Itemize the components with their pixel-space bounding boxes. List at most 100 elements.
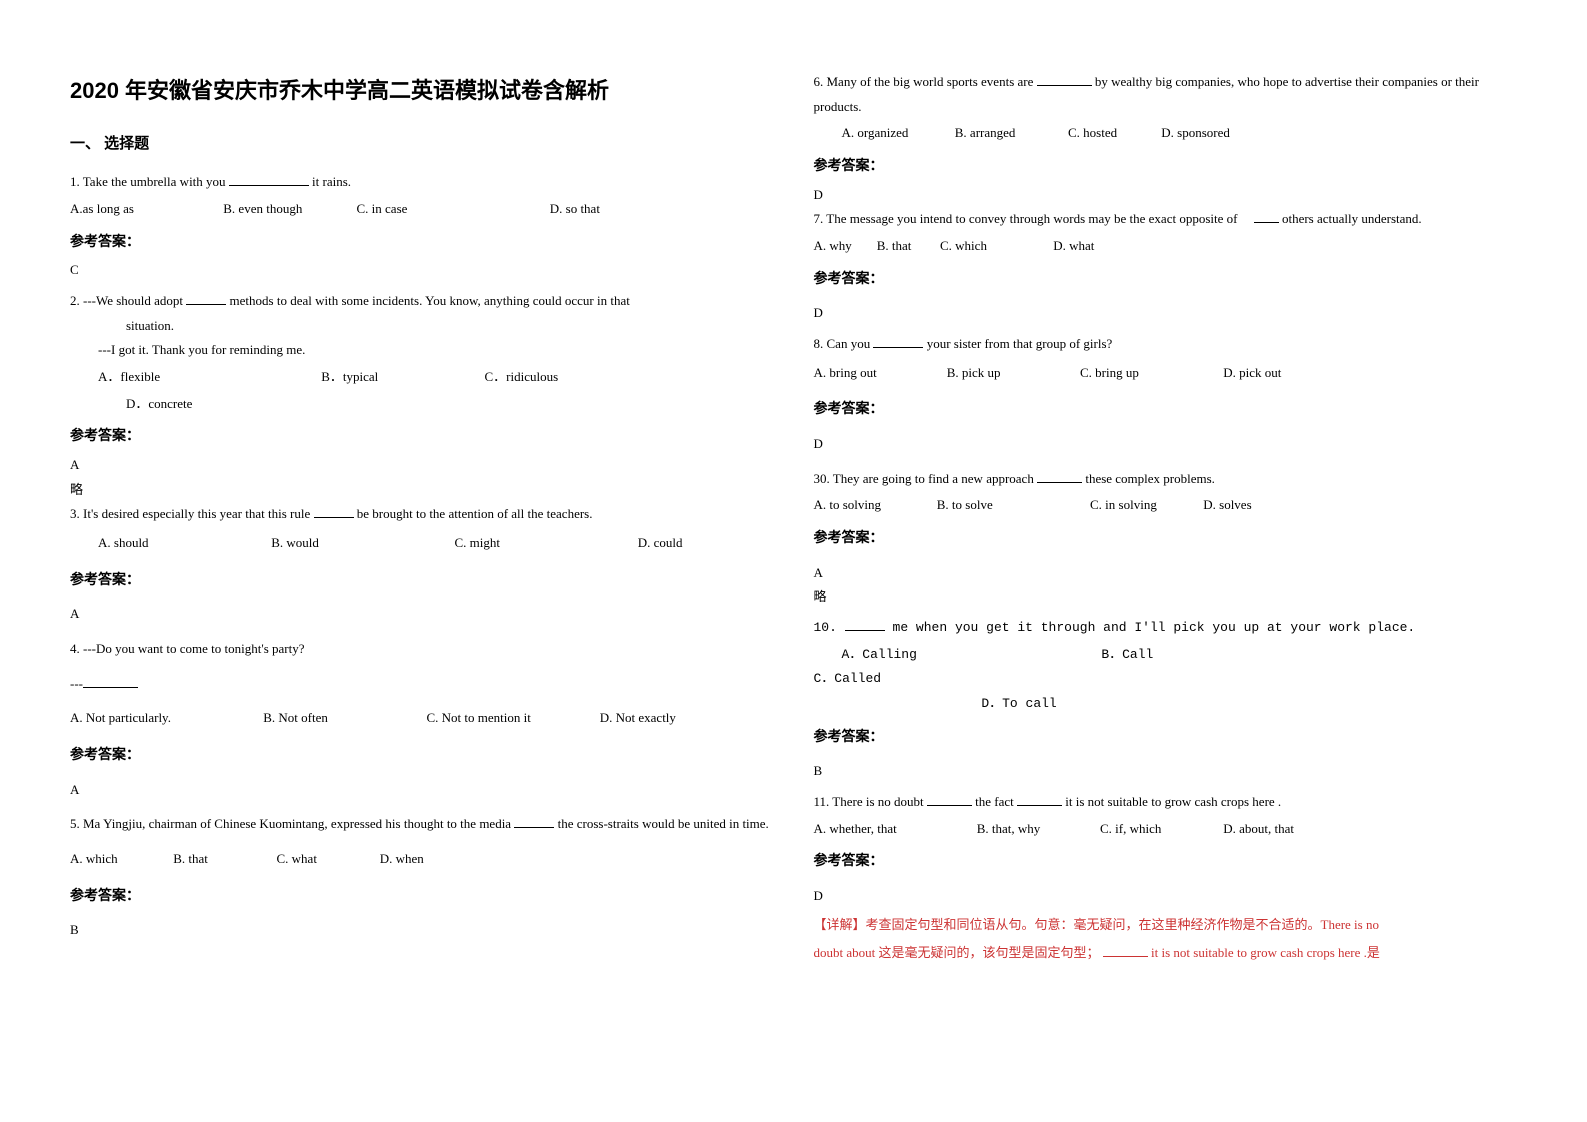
q10-opt-a: A．Calling bbox=[814, 643, 1094, 668]
q7-answer: D bbox=[814, 301, 1518, 326]
q4-opt-c: C. Not to mention it bbox=[427, 706, 597, 731]
q11-opt-d: D. about, that bbox=[1223, 817, 1294, 842]
q7-opt-d: D. what bbox=[1053, 234, 1094, 259]
blank bbox=[186, 293, 226, 305]
q4-opt-a: A. Not particularly. bbox=[70, 706, 260, 731]
q1-opt-c: C. in case bbox=[357, 197, 547, 222]
q6-opt-b: B. arranged bbox=[955, 121, 1065, 146]
q8-opt-d: D. pick out bbox=[1223, 361, 1281, 386]
q5-stem-a: 5. Ma Yingjiu, chairman of Chinese Kuomi… bbox=[70, 816, 511, 831]
question-10: 10. me when you get it through and I'll … bbox=[814, 616, 1518, 641]
question-6: 6. Many of the big world sports events a… bbox=[814, 70, 1518, 119]
q1-opt-d: D. so that bbox=[550, 197, 600, 222]
q10-stem-a: 10. bbox=[814, 620, 837, 635]
q30-opt-a: A. to solving bbox=[814, 493, 934, 518]
blank bbox=[514, 817, 554, 829]
question-4: 4. ---Do you want to come to tonight's p… bbox=[70, 637, 774, 662]
q7-stem-b: others actually understand. bbox=[1282, 211, 1422, 226]
q7-opt-a: A. why bbox=[814, 234, 874, 259]
q10-opt-b: B．Call bbox=[1101, 643, 1461, 668]
q4-dash: --- bbox=[70, 676, 83, 691]
q11-opt-b: B. that, why bbox=[977, 817, 1097, 842]
q6-opt-c: C. hosted bbox=[1068, 121, 1158, 146]
answer-label: 参考答案： bbox=[70, 228, 774, 255]
q8-stem-b: your sister from that group of girls? bbox=[927, 336, 1113, 351]
q30-stem-b: these complex problems. bbox=[1085, 471, 1215, 486]
q6-opt-a: A. organized bbox=[842, 121, 952, 146]
answer-label: 参考答案： bbox=[70, 422, 774, 449]
question-8: 8. Can you your sister from that group o… bbox=[814, 332, 1518, 357]
q4-answer: A bbox=[70, 778, 774, 803]
answer-label: 参考答案： bbox=[70, 882, 774, 909]
q30-omit: 略 bbox=[814, 585, 1518, 610]
answer-label: 参考答案： bbox=[814, 524, 1518, 551]
q11-opt-c: C. if, which bbox=[1100, 817, 1220, 842]
q6-stem-a: 6. Many of the big world sports events a… bbox=[814, 74, 1034, 89]
q2-opt-c: C．ridiculous bbox=[485, 365, 559, 390]
q7-stem-a: 7. The message you intend to convey thro… bbox=[814, 211, 1238, 226]
q7-options: A. why B. that C. which D. what bbox=[814, 234, 1518, 259]
q5-stem-b: the cross-straits would be united in tim… bbox=[558, 816, 769, 831]
q3-answer: A bbox=[70, 602, 774, 627]
q2-opt-a: A．flexible bbox=[98, 365, 318, 390]
q11-explain1: 【详解】考查固定句型和同位语从句。句意：毫无疑问，在这里种经济作物是不合适的。T… bbox=[814, 913, 1518, 938]
q4-options: A. Not particularly. B. Not often C. Not… bbox=[70, 706, 774, 731]
q2-line3: ---I got it. Thank you for reminding me. bbox=[70, 338, 774, 363]
q8-opt-c: C. bring up bbox=[1080, 361, 1220, 386]
q10-opt-d: D．To call bbox=[981, 692, 1056, 717]
q10-answer: B bbox=[814, 759, 1518, 784]
q4-line2: --- bbox=[70, 672, 774, 697]
q11-opt-a: A. whether, that bbox=[814, 817, 974, 842]
q30-answer: A bbox=[814, 561, 1518, 586]
q2-options: A．flexible B．typical C．ridiculous bbox=[70, 365, 774, 390]
q5-answer: B bbox=[70, 918, 774, 943]
q6-options: A. organized B. arranged C. hosted D. sp… bbox=[814, 121, 1518, 146]
q7-opt-c: C. which bbox=[940, 234, 1050, 259]
question-1: 1. Take the umbrella with you it rains. bbox=[70, 170, 774, 195]
answer-label: 参考答案： bbox=[70, 566, 774, 593]
section-heading: 一、 选择题 bbox=[70, 130, 774, 159]
right-column: 6. Many of the big world sports events a… bbox=[794, 70, 1538, 1082]
q2-stem-a: 2. ---We should adopt bbox=[70, 293, 183, 308]
q11-answer: D bbox=[814, 884, 1518, 909]
answer-label: 参考答案： bbox=[70, 741, 774, 768]
q2-omit: 略 bbox=[70, 478, 774, 503]
blank bbox=[845, 619, 885, 631]
question-3: 3. It's desired especially this year tha… bbox=[70, 502, 774, 527]
question-2: 2. ---We should adopt methods to deal wi… bbox=[70, 289, 774, 314]
q2-opt-d: D．concrete bbox=[70, 392, 774, 417]
blank bbox=[1254, 212, 1279, 224]
answer-label: 参考答案： bbox=[814, 723, 1518, 750]
question-30: 30. They are going to find a new approac… bbox=[814, 467, 1518, 492]
blank bbox=[229, 175, 309, 187]
blank bbox=[1037, 74, 1092, 86]
q5-opt-a: A. which bbox=[70, 847, 170, 872]
q5-opt-d: D. when bbox=[380, 847, 424, 872]
page-title: 2020 年安徽省安庆市乔木中学高二英语模拟试卷含解析 bbox=[70, 70, 774, 112]
q3-opt-c: C. might bbox=[455, 531, 635, 556]
q2-stem-b: methods to deal with some incidents. You… bbox=[230, 293, 630, 308]
q3-opt-a: A. should bbox=[98, 531, 268, 556]
q1-stem-b: it rains. bbox=[312, 174, 351, 189]
q11-explain2a: doubt about 这是毫无疑问的，该句型是固定句型； bbox=[814, 945, 1100, 960]
blank bbox=[83, 676, 138, 688]
q1-stem-a: 1. Take the umbrella with you bbox=[70, 174, 226, 189]
blank bbox=[314, 507, 354, 519]
q2-line2: situation. bbox=[70, 314, 774, 339]
q2-opt-b: B．typical bbox=[321, 365, 481, 390]
q5-opt-c: C. what bbox=[277, 847, 377, 872]
q4-opt-d: D. Not exactly bbox=[600, 706, 676, 731]
q3-stem-b: be brought to the attention of all the t… bbox=[357, 506, 593, 521]
q30-stem-a: 30. They are going to find a new approac… bbox=[814, 471, 1034, 486]
q11-explain2b: it is not suitable to grow cash crops he… bbox=[1151, 945, 1380, 960]
q30-opt-d: D. solves bbox=[1203, 493, 1251, 518]
q8-answer: D bbox=[814, 432, 1518, 457]
q6-opt-d: D. sponsored bbox=[1161, 121, 1230, 146]
q10-options: A．Calling B．Call C．Called D．To call bbox=[814, 643, 1518, 717]
q1-opt-a: A.as long as bbox=[70, 197, 220, 222]
q10-stem-b: me when you get it through and I'll pick… bbox=[893, 620, 1416, 635]
q11-stem-a: 11. There is no doubt bbox=[814, 794, 924, 809]
q8-stem-a: 8. Can you bbox=[814, 336, 871, 351]
q5-options: A. which B. that C. what D. when bbox=[70, 847, 774, 872]
q2-answer: A bbox=[70, 453, 774, 478]
